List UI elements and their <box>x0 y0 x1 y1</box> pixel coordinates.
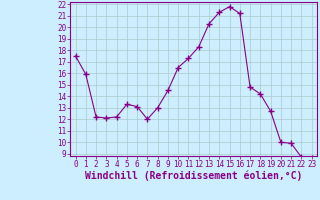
X-axis label: Windchill (Refroidissement éolien,°C): Windchill (Refroidissement éolien,°C) <box>85 171 302 181</box>
